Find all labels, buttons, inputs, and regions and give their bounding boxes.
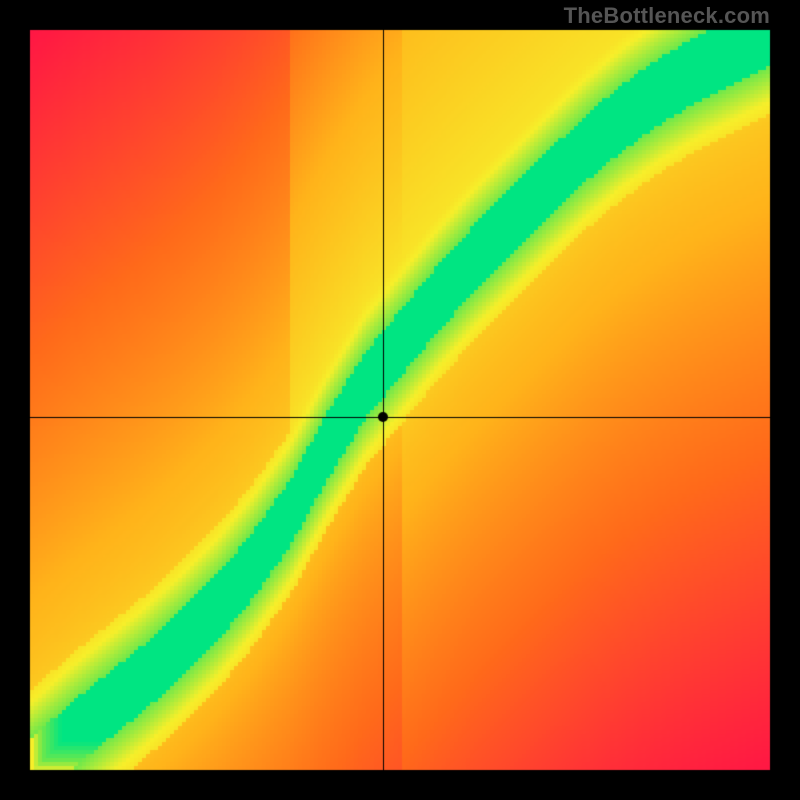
bottleneck-heatmap: [0, 0, 800, 800]
watermark: TheBottleneck.com: [564, 3, 770, 29]
chart-container: TheBottleneck.com: [0, 0, 800, 800]
